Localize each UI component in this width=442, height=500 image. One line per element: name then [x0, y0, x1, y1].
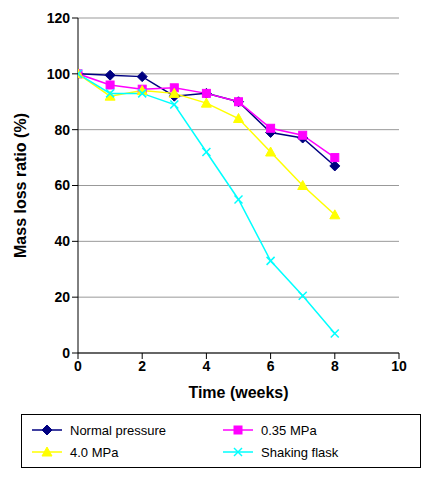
html-text:Normal pressure: Normal pressure: [70, 422, 167, 438]
svg-text:10: 10: [391, 358, 407, 374]
svg-text:0: 0: [74, 358, 82, 374]
svg-text:100: 100: [47, 66, 71, 82]
svg-text:20: 20: [54, 289, 70, 305]
svg-text:Time (weeks): Time (weeks): [188, 384, 288, 401]
svg-text:40: 40: [54, 233, 70, 249]
svg-text:0: 0: [62, 345, 70, 361]
svg-text:4: 4: [203, 358, 211, 374]
html-text:Shaking flask: Shaking flask: [261, 444, 339, 460]
svg-text:8: 8: [331, 358, 339, 374]
html-text:4.0 MPa: 4.0 MPa: [70, 444, 119, 460]
html-text:0.35 MPa: 0.35 MPa: [261, 422, 317, 438]
svg-text:2: 2: [138, 358, 146, 374]
svg-text:6: 6: [267, 358, 275, 374]
svg-text:120: 120: [47, 10, 71, 26]
svg-text:Mass loss ratio (%): Mass loss ratio (%): [12, 113, 29, 258]
svg-text:60: 60: [54, 177, 70, 193]
svg-text:80: 80: [54, 122, 70, 138]
